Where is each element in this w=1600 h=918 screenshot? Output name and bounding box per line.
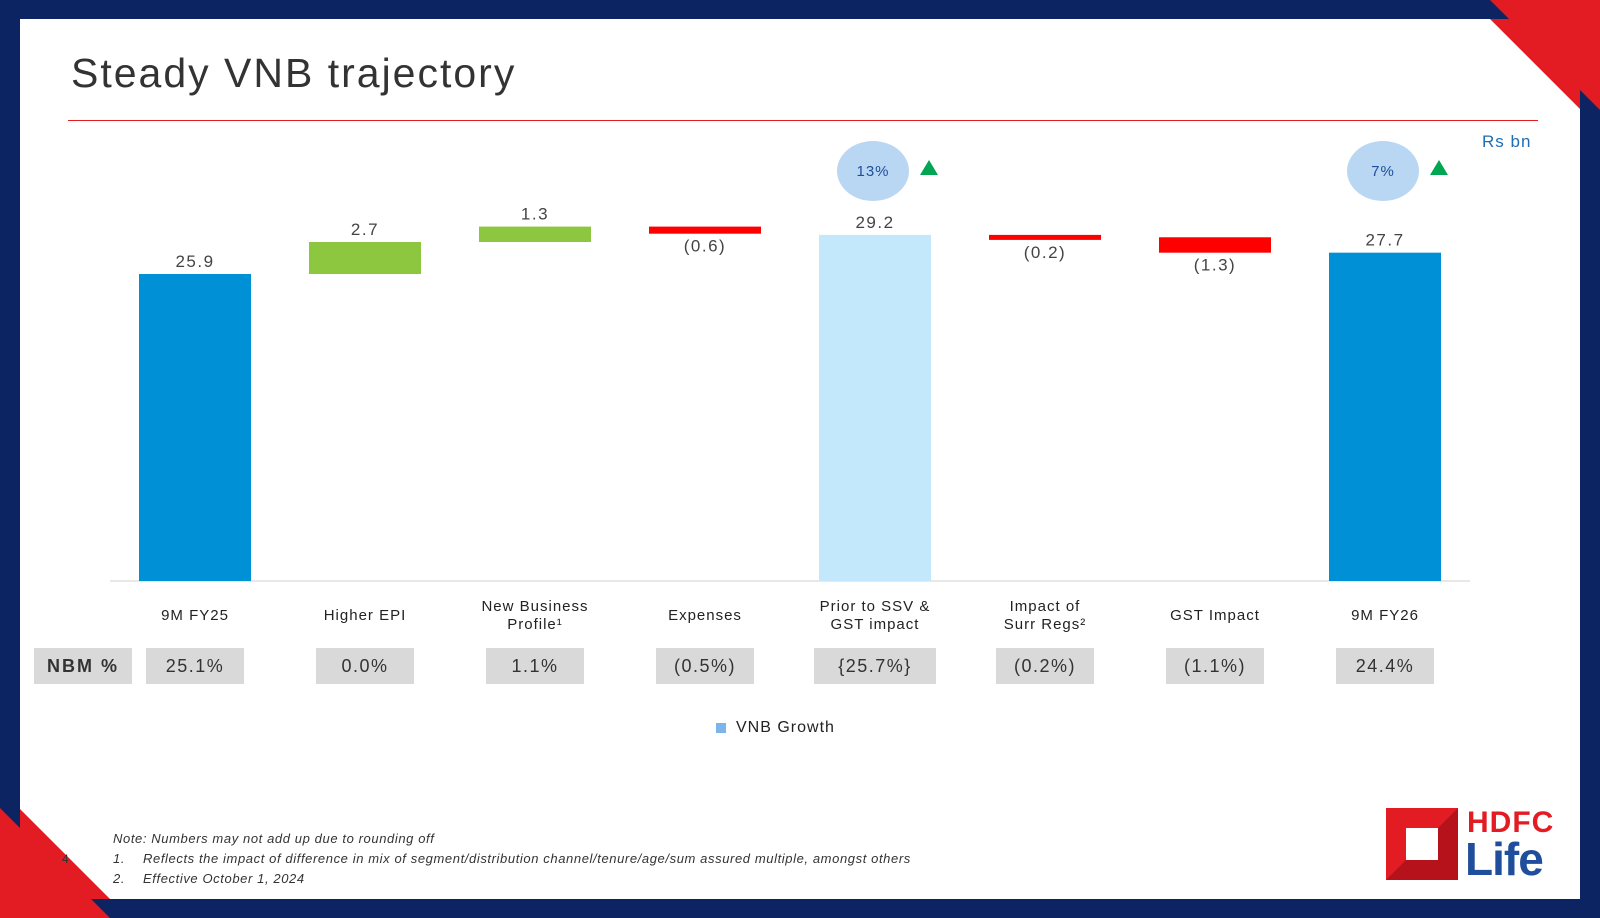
nbm-value-5: {25.7%} (814, 648, 936, 684)
bar-6 (989, 234, 1101, 240)
logo-text-hdfc: HDFC (1467, 806, 1555, 839)
bar-8 (1329, 252, 1441, 581)
growth-label-2: 7% (1371, 163, 1395, 180)
nbm-value-4: (0.5%) (656, 648, 754, 684)
page-number: 4 (62, 852, 69, 866)
data-label-7: (1.3) (1194, 256, 1236, 275)
footnote-item-2: 2. Effective October 1, 2024 (113, 871, 305, 886)
bar-7 (1159, 237, 1271, 253)
logo-mark-icon (1386, 808, 1458, 880)
nbm-value-1: 25.1% (146, 648, 244, 684)
category-label-6-line-2: Surr Regs² (1004, 616, 1087, 633)
footnote-item-1: 1. Reflects the impact of difference in m… (113, 851, 911, 866)
data-label-6: (0.2) (1024, 243, 1066, 262)
category-label-3-line-2: Profile¹ (507, 616, 563, 633)
hdfc-life-logo: HDFC Life (1386, 806, 1562, 888)
nbm-header: NBM % (34, 648, 132, 684)
page-title: Steady VNB trajectory (71, 50, 517, 96)
logo-text-life: Life (1465, 833, 1544, 885)
units-label: Rs bn (1482, 132, 1532, 151)
nbm-value-3: 1.1% (486, 648, 584, 684)
footnote-note: Note: Numbers may not add up due to roun… (113, 831, 435, 846)
growth-bubble-1 (837, 141, 909, 201)
chart-legend: VNB Growth (716, 719, 835, 737)
title-divider (68, 120, 1538, 121)
category-label-5-line-2: GST impact (831, 616, 920, 633)
legend-swatch (716, 723, 726, 733)
data-label-5: 29.2 (855, 213, 894, 232)
nbm-value-7: (1.1%) (1166, 648, 1264, 684)
nbm-value-8: 24.4% (1336, 648, 1434, 684)
category-label-8: 9M FY26 (1351, 607, 1419, 624)
slide-corner-top-right (1490, 19, 1580, 109)
bar-3 (479, 226, 591, 243)
growth-bubble-2 (1347, 141, 1419, 201)
nbm-value-2: 0.0% (316, 648, 414, 684)
slide-corner-bottom-left (20, 809, 110, 899)
data-label-4: (0.6) (684, 237, 726, 256)
legend-label: VNB Growth (736, 719, 835, 736)
data-label-1: 25.9 (175, 252, 214, 271)
category-label-3-line-1: New Business (481, 598, 588, 615)
bar-2 (309, 242, 421, 275)
growth-up-arrow-icon-1 (920, 160, 938, 175)
category-label-6-line-1: Impact of (1010, 598, 1081, 615)
slide-background (20, 19, 1580, 899)
category-label-2: Higher EPI (324, 607, 407, 624)
data-label-8: 27.7 (1365, 231, 1404, 250)
bar-5 (819, 234, 931, 582)
category-label-1: 9M FY25 (161, 607, 229, 624)
category-label-7: GST Impact (1170, 607, 1260, 624)
category-label-5-line-1: Prior to SSV & (820, 598, 931, 615)
data-label-3: 1.3 (521, 205, 549, 224)
bar-4 (649, 226, 761, 234)
growth-label-1: 13% (856, 163, 889, 180)
data-label-2: 2.7 (351, 220, 379, 239)
footnotes: Note: Numbers may not add up due to roun… (113, 829, 911, 889)
category-label-4: Expenses (668, 607, 742, 624)
bar-1 (139, 274, 251, 581)
growth-up-arrow-icon-2 (1430, 160, 1448, 175)
nbm-value-6: (0.2%) (996, 648, 1094, 684)
